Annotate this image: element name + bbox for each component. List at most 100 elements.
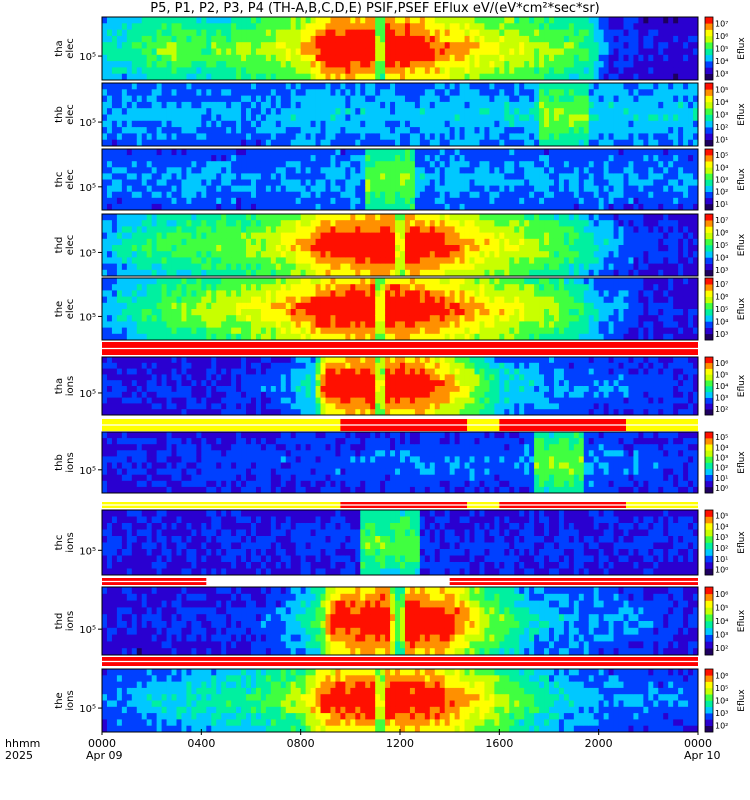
heatmap-cell [330,238,336,246]
heatmap-cell [424,73,431,81]
heatmap-cell [534,173,540,180]
heatmap-cell [355,101,361,109]
heatmap-cell [345,238,351,246]
heatmap-cell [126,167,133,174]
heatmap-cell [236,191,242,199]
heatmap-cell [524,269,530,277]
heatmap-cell [315,251,321,258]
heatmap-cell [489,245,495,252]
heatmap-cell [643,35,649,43]
heatmap-cell [434,220,441,227]
heatmap-cell [216,226,222,233]
heatmap-cell [439,108,446,115]
heatmap-cell [126,191,133,199]
heatmap-cell [275,269,282,277]
heatmap-cell [464,185,470,193]
heatmap-cell [509,185,515,193]
heatmap-cell [479,127,485,134]
heatmap-cell [171,139,177,147]
heatmap-cell [489,73,495,81]
heatmap-cell [102,220,108,227]
heatmap-cell [231,101,237,109]
heatmap-cell [131,179,138,186]
heatmap-cell [360,197,366,205]
heatmap-cell [469,89,475,96]
heatmap-cell [116,269,123,277]
heatmap-cell [380,133,386,141]
heatmap-cell [330,139,336,147]
heatmap-cell [325,203,331,211]
heatmap-cell [588,185,595,193]
heatmap-cell [265,167,272,174]
heatmap-cell [315,133,321,141]
heatmap-cell [116,161,123,168]
heatmap-cell [454,257,460,264]
heatmap-cell [414,269,421,277]
heatmap-cell [166,35,172,43]
heatmap-cell [504,257,510,264]
heatmap-cell [300,197,307,205]
heatmap-cell [300,83,307,90]
heatmap-cell [151,185,158,193]
heatmap-cell [355,133,361,141]
heatmap-cell [678,161,684,168]
heatmap-cell [330,73,336,81]
heatmap-cell [514,95,520,103]
heatmap-cell [663,48,669,56]
heatmap-cell [111,29,118,37]
heatmap-cell [474,48,480,56]
heatmap-cell [409,173,416,180]
heatmap-cell [603,185,609,193]
heatmap-cell [136,73,143,81]
heatmap-cell [151,155,158,162]
heatmap-cell [469,101,475,109]
heatmap-cell [658,149,664,156]
heatmap-cell [578,263,585,271]
heatmap-cell [628,83,634,90]
heatmap-cell [241,89,247,96]
heatmap-cell [454,179,460,186]
heatmap-cell [419,133,426,141]
heatmap-cell [146,120,153,128]
heatmap-cell [404,120,411,128]
heatmap-cell [216,197,222,205]
heatmap-cell [126,83,133,90]
heatmap-cell [380,89,386,96]
heatmap-cell [275,161,282,168]
heatmap-cell [539,83,545,90]
heatmap-cell [186,95,192,103]
heatmap-cell [285,42,292,49]
heatmap-cell [201,101,207,109]
heatmap-cell [171,73,177,81]
panel-thb-elec-cbar-tick: 10¹ [715,136,728,145]
heatmap-cell [365,23,371,30]
heatmap-cell [360,173,366,180]
heatmap-cell [400,89,406,96]
heatmap-cell [181,114,187,122]
heatmap-cell [280,191,287,199]
heatmap-cell [275,83,282,90]
heatmap-cell [375,161,381,168]
heatmap-cell [653,17,659,24]
heatmap-cell [106,191,113,199]
heatmap-cell [474,214,480,221]
heatmap-cell [375,167,381,174]
heatmap-cell [633,155,639,162]
heatmap-cell [236,83,242,90]
heatmap-cell [434,29,441,37]
heatmap-cell [300,251,307,258]
heatmap-cell [265,29,272,37]
heatmap-cell [409,89,416,96]
heatmap-cell [678,257,684,264]
heatmap-cell [370,89,376,96]
heatmap-cell [693,203,699,211]
heatmap-cell [683,245,689,252]
heatmap-cell [365,149,371,156]
heatmap-cell [484,54,490,62]
heatmap-cell [260,114,267,122]
heatmap-cell [509,179,515,186]
heatmap-cell [395,179,401,186]
heatmap-cell [176,95,182,103]
heatmap-cell [618,139,624,147]
heatmap-cell [648,114,654,122]
